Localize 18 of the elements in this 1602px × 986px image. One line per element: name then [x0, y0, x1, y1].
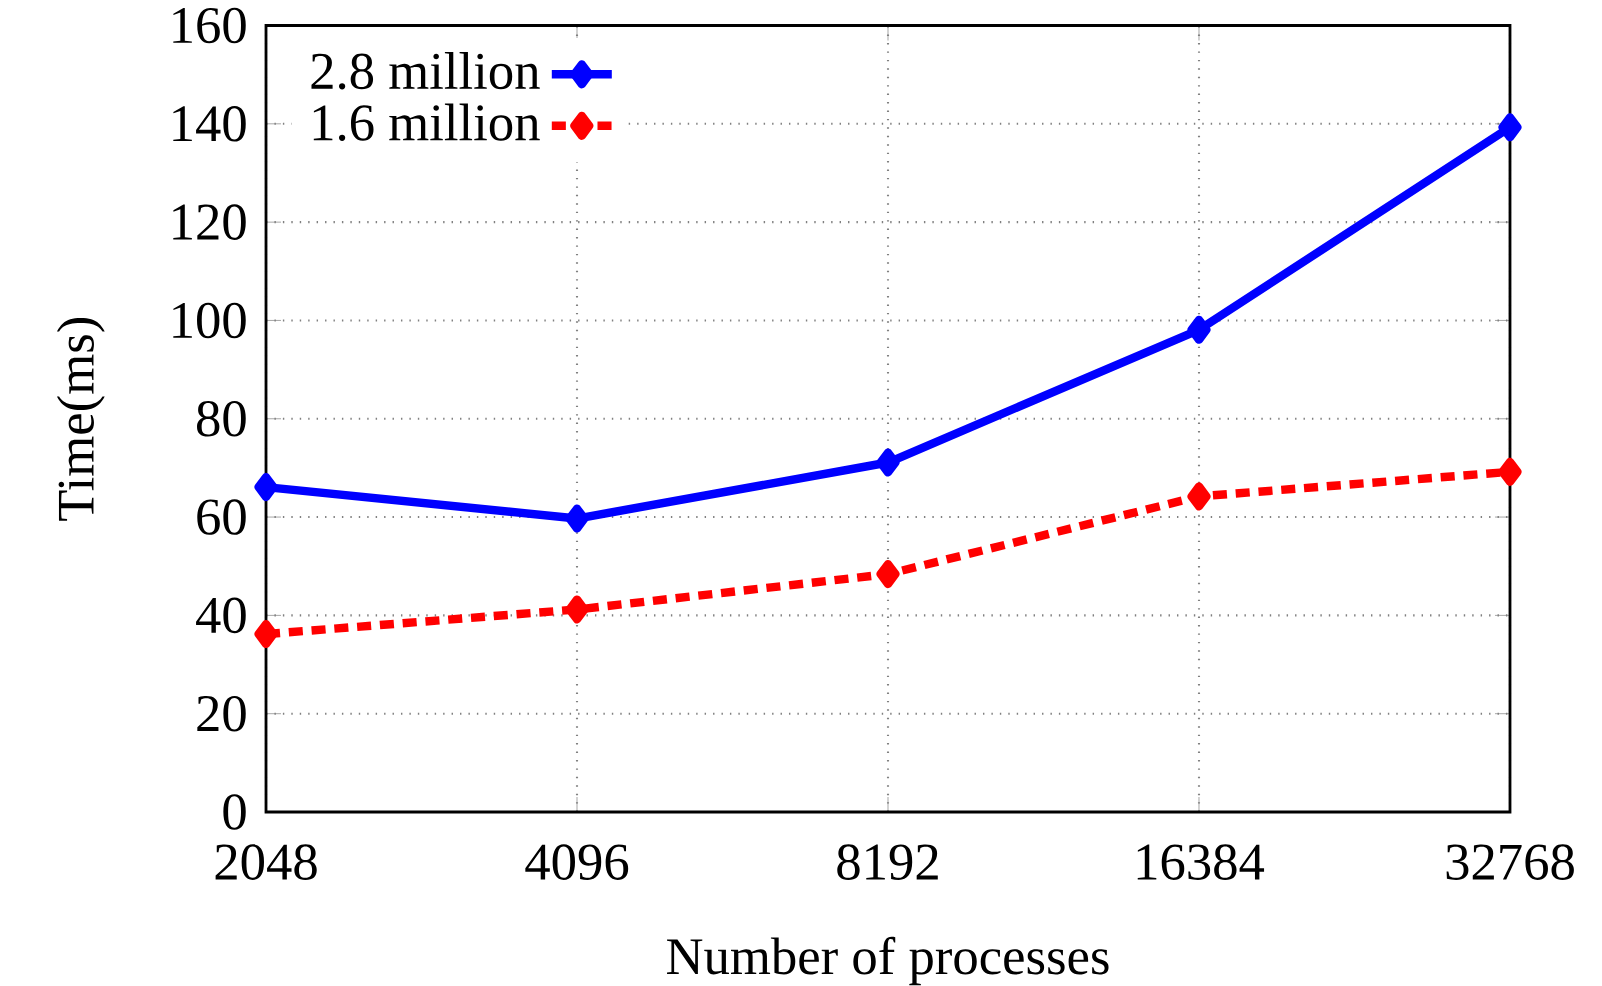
x-tick-label: 16384	[1137, 844, 1265, 880]
x-tick-label: 8192	[837, 844, 938, 880]
x-tick-label: 32768	[1446, 844, 1574, 880]
y-tick-label: 20	[197, 695, 246, 732]
y-tick-label: 0	[223, 794, 246, 830]
y-tick-label: 40	[196, 597, 246, 634]
y-axis-title: Time(ms)	[56, 318, 105, 521]
x-axis-title: Number of processes	[667, 936, 1109, 986]
legend-label: 1.6 million	[313, 103, 540, 141]
y-tick-label: 80	[197, 400, 246, 437]
y-tick-label: 60	[197, 499, 246, 535]
y-tick-label: 160	[173, 7, 246, 44]
y-tick-label: 120	[173, 204, 246, 240]
y-tick-label: 100	[173, 302, 246, 339]
x-tick-label: 4096	[525, 844, 629, 880]
x-tick-label: 2048	[215, 844, 317, 880]
y-tick-label: 140	[173, 106, 246, 142]
legend-label: 2.8 million	[311, 52, 540, 90]
